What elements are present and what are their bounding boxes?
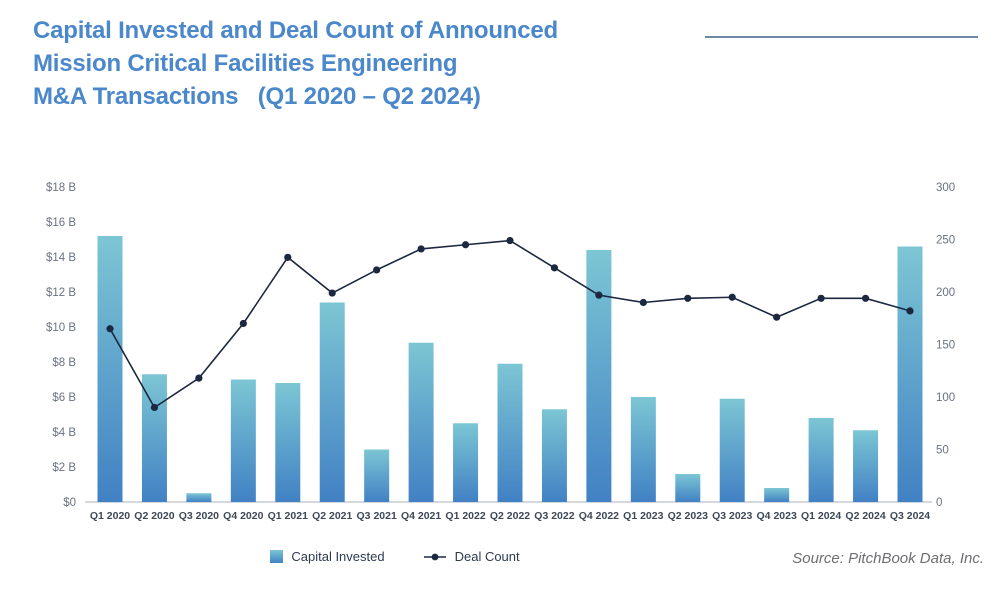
capital-invested-bar-q3-2021 — [364, 449, 390, 502]
x-axis-label: Q1 2022 — [445, 510, 485, 522]
y-left-tick-label: $10 B — [46, 322, 76, 334]
combo-chart: $18 B $16 B $14 B $12 B $10 B $8 B $6 B $4 B $2 … — [46, 182, 955, 522]
x-axis-label: Q2 2023 — [668, 510, 708, 522]
capital-invested-bar-q1-2021 — [275, 383, 301, 502]
y-left-tick-label: $4 B — [52, 427, 76, 439]
title-decorative-rule — [705, 36, 978, 38]
deal-count-point-q3-2023 — [728, 293, 736, 301]
capital-invested-bar-q1-2024 — [808, 418, 834, 502]
capital-invested-bar-q3-2023 — [719, 398, 745, 502]
x-axis-label: Q3 2022 — [534, 510, 574, 522]
deal-count-point-q2-2020 — [150, 403, 159, 412]
y-left-tick-label: $16 B — [46, 217, 76, 229]
x-axis-label: Q2 2020 — [134, 510, 174, 522]
x-axis-label: Q3 2021 — [357, 510, 397, 522]
x-axis-label: Q2 2024 — [845, 510, 885, 522]
capital-invested-bar-q3-2022 — [541, 409, 567, 502]
x-axis-label: Q4 2023 — [757, 510, 797, 522]
deal-count-point-q2-2023 — [684, 294, 692, 302]
y-left-tick-label: $12 B — [46, 287, 76, 299]
y-right-tick-label: 150 — [936, 340, 955, 352]
deal-count-point-q2-2022 — [506, 236, 514, 245]
source-attribution: Source: PitchBook Data, Inc. — [792, 550, 984, 567]
x-axis-label: Q4 2022 — [579, 510, 619, 522]
x-axis-label: Q3 2024 — [890, 510, 930, 522]
deal-count-point-q2-2021 — [328, 289, 336, 297]
y-left-tick-label: $0 — [63, 497, 76, 509]
title-line-1: Capital Invested and Deal Count of Annou… — [33, 17, 559, 44]
x-axis-label: Q2 2022 — [490, 510, 530, 522]
capital-invested-bar-q1-2020 — [97, 236, 123, 502]
capital-invested-bar-q2-2024 — [853, 430, 879, 502]
x-axis-label: Q4 2020 — [223, 510, 263, 522]
deal-count-point-q3-2021 — [373, 266, 381, 274]
y-left-tick-label: $18 B — [46, 182, 76, 194]
deal-count-point-q2-2024 — [861, 294, 870, 302]
deal-count-legend-marker-icon — [423, 553, 446, 560]
capital-invested-bar-q2-2023 — [675, 474, 701, 502]
y-right-tick-label: 0 — [936, 497, 942, 509]
capital-invested-bar-q4-2020 — [230, 379, 256, 502]
chart-legend: Capital Invested Deal Count — [0, 549, 790, 564]
capital-invested-swatch-icon — [270, 550, 284, 563]
deal-count-point-q1-2020 — [106, 325, 114, 333]
capital-invested-bar-q3-2024 — [897, 246, 923, 502]
x-axis-label: Q1 2024 — [801, 510, 841, 522]
deal-count-point-q4-2022 — [595, 291, 603, 299]
title-line-2: Mission Critical Facilities Engineering — [33, 50, 458, 77]
capital-invested-bar-q1-2023 — [630, 397, 656, 502]
capital-invested-bar-q1-2022 — [453, 423, 479, 502]
legend-label-deal-count: Deal Count — [454, 549, 520, 564]
capital-invested-bar-q3-2020 — [186, 493, 212, 502]
x-axis-label: Q3 2023 — [712, 510, 752, 522]
deal-count-point-q3-2022 — [550, 264, 559, 272]
y-left-tick-label: $2 B — [52, 462, 76, 474]
y-left-tick-label: $14 B — [46, 252, 76, 264]
deal-count-point-q4-2023 — [773, 313, 781, 321]
deal-count-point-q3-2020 — [195, 374, 203, 382]
capital-invested-bar-q4-2022 — [586, 250, 612, 502]
y-left-tick-label: $8 B — [52, 357, 76, 369]
x-axis-label: Q1 2021 — [268, 510, 308, 522]
x-axis-label: Q3 2020 — [179, 510, 219, 522]
title-line-3: M&A Transactions (Q1 2020 – Q2 2024) — [33, 83, 481, 110]
capital-invested-bar-q4-2021 — [408, 342, 434, 502]
deal-count-point-q3-2024 — [906, 307, 914, 315]
y-right-tick-label: 100 — [936, 392, 955, 404]
legend-item-deal-count: Deal Count — [423, 549, 520, 564]
capital-invested-bar-q2-2020 — [141, 374, 167, 502]
capital-invested-bar-q4-2023 — [764, 488, 790, 502]
deal-count-point-q1-2024 — [817, 294, 825, 302]
deal-count-point-q1-2023 — [639, 298, 647, 307]
y-right-tick-label: 200 — [936, 287, 955, 299]
y-right-tick-label: 300 — [936, 182, 955, 194]
legend-label-capital-invested: Capital Invested — [291, 549, 385, 564]
capital-invested-bar-q2-2022 — [497, 363, 523, 502]
x-axis-label: Q1 2020 — [90, 510, 130, 522]
x-axis-label: Q4 2021 — [401, 510, 441, 522]
y-left-tick-label: $6 B — [52, 392, 76, 404]
deal-count-point-q1-2022 — [461, 241, 470, 249]
chart-title: Capital Invested and Deal Count of Annou… — [33, 14, 558, 113]
legend-item-capital-invested: Capital Invested — [270, 549, 385, 564]
x-axis-label: Q2 2021 — [312, 510, 352, 522]
deal-count-point-q4-2021 — [417, 245, 425, 253]
x-axis-label: Q1 2023 — [623, 510, 663, 522]
deal-count-point-q1-2021 — [284, 253, 292, 261]
y-right-tick-label: 250 — [936, 235, 955, 247]
y-right-tick-label: 50 — [936, 445, 949, 457]
deal-count-point-q4-2020 — [239, 319, 247, 328]
capital-invested-bar-q2-2021 — [319, 302, 345, 502]
